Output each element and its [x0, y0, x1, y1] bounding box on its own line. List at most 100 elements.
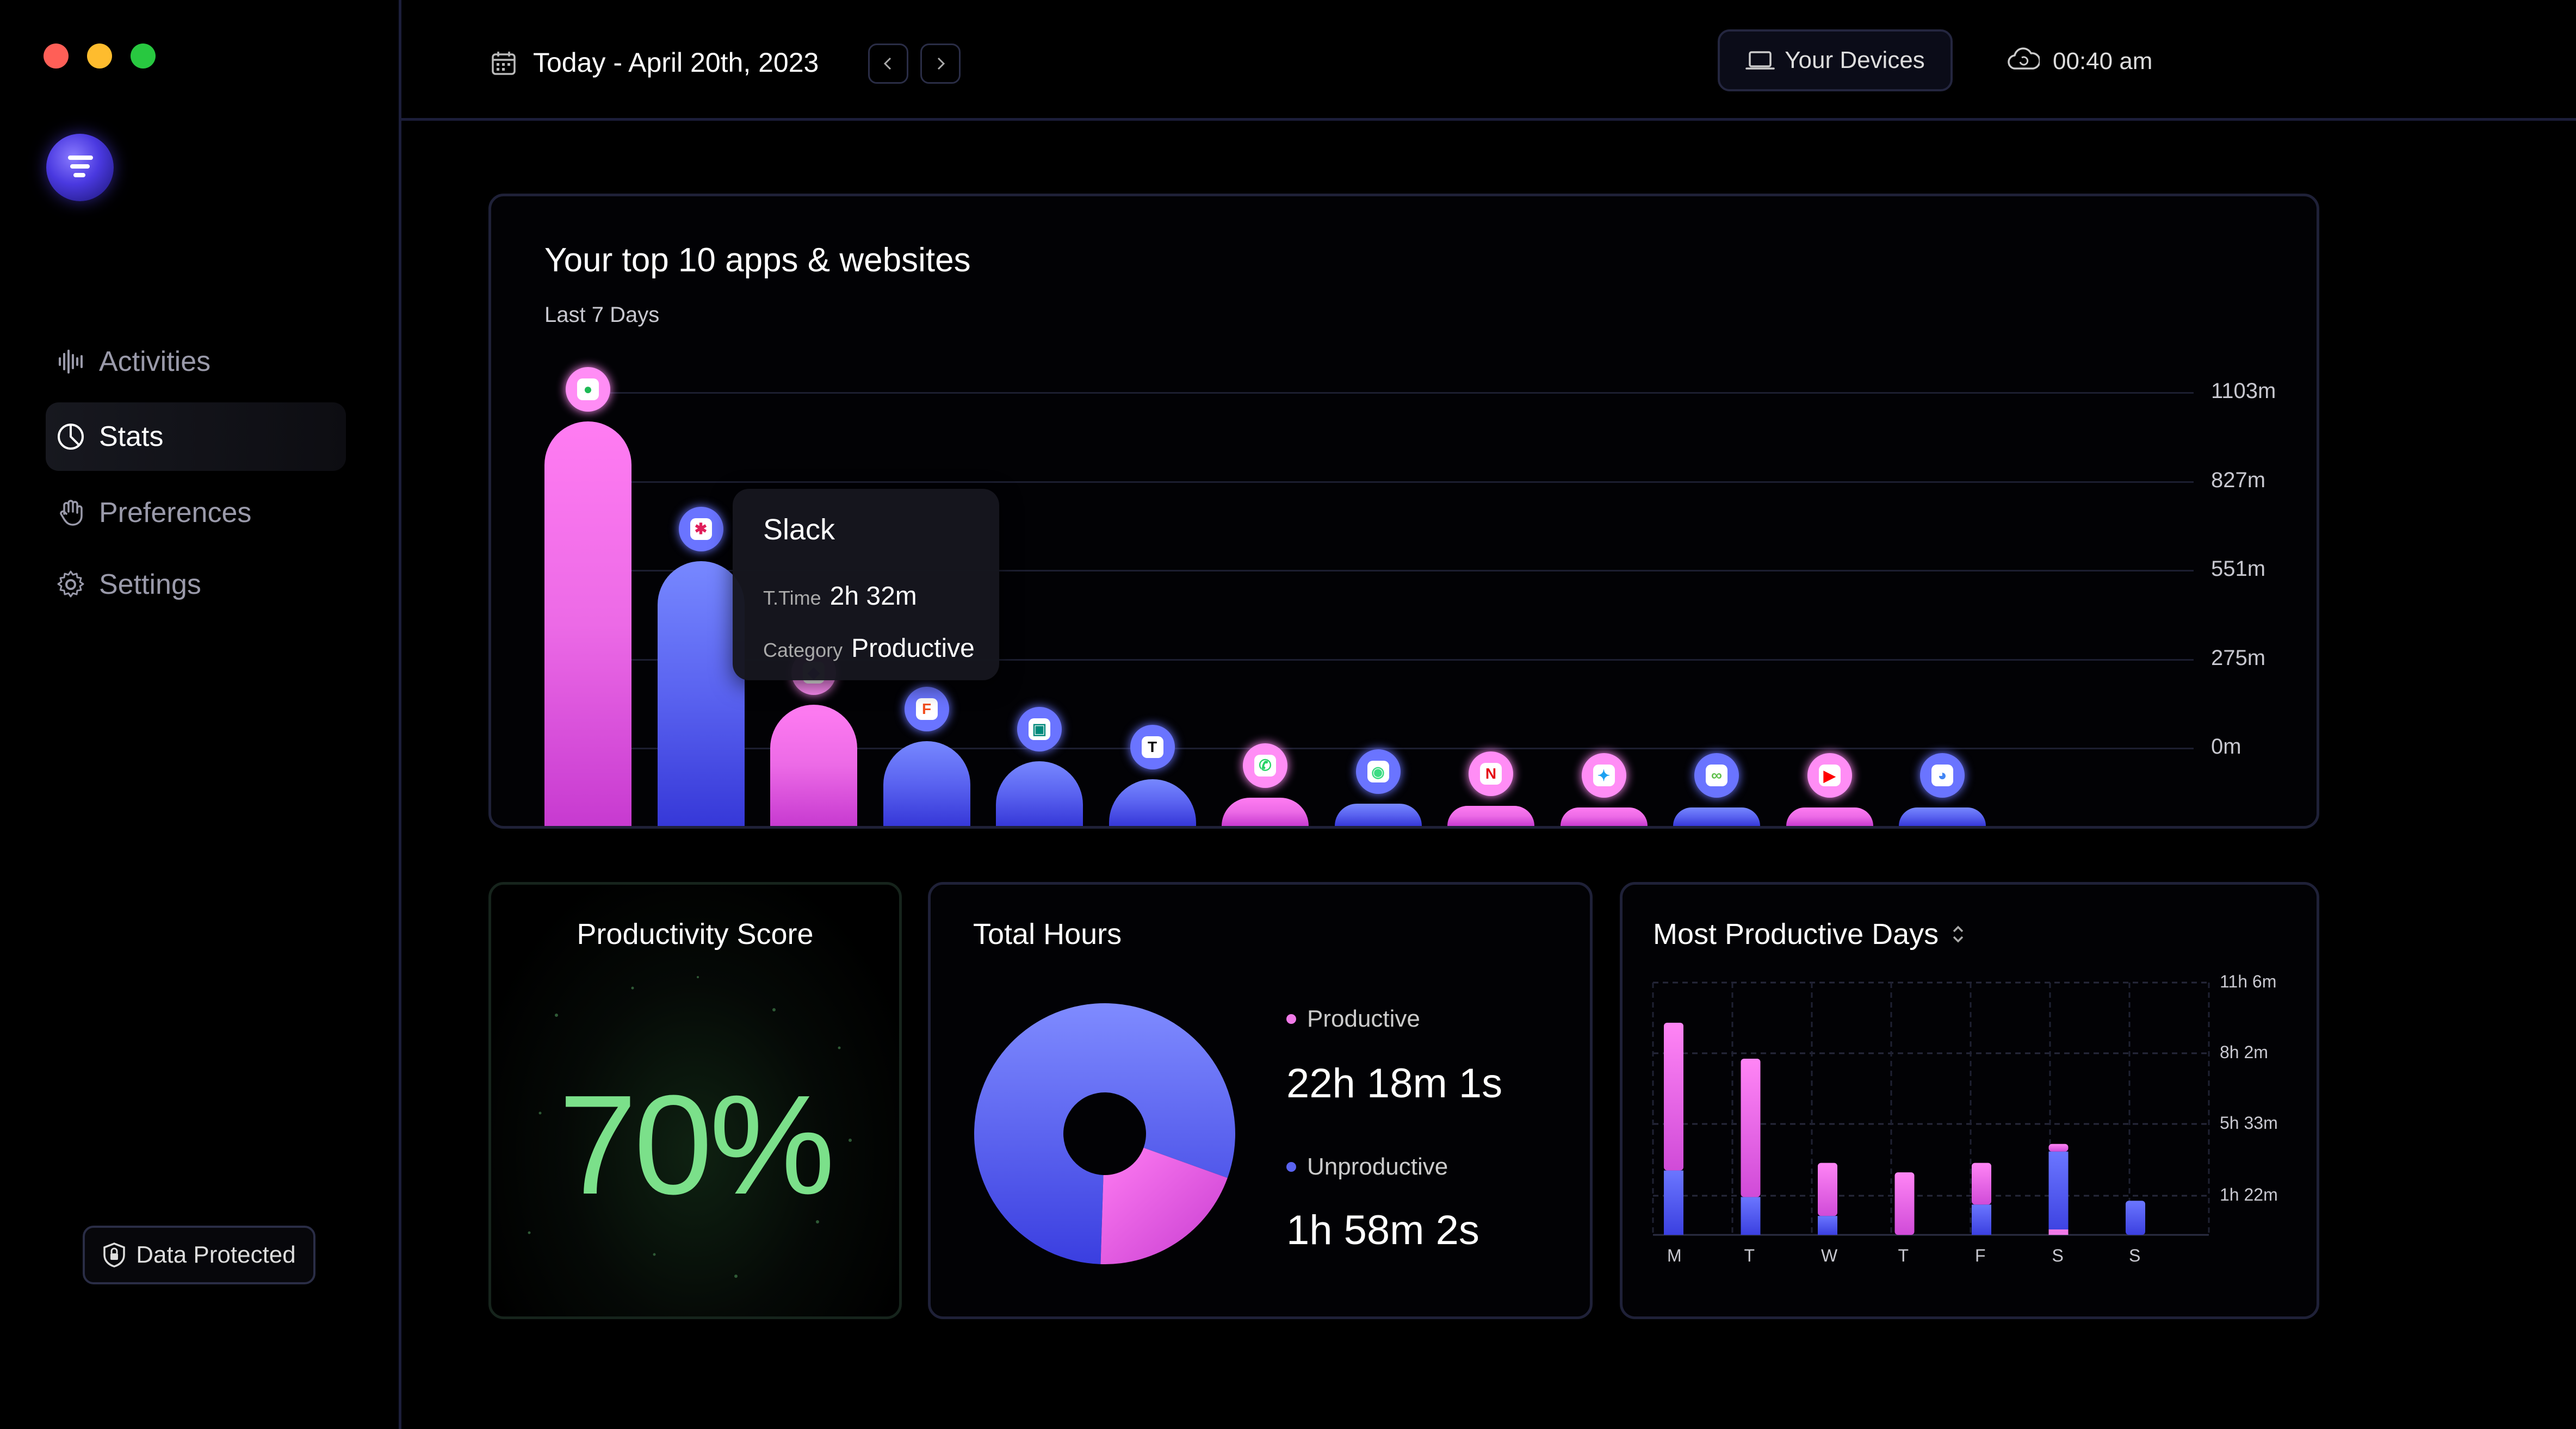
app-bar-figma[interactable] — [883, 741, 970, 826]
day-bar-unproductive[interactable] — [1972, 1204, 1991, 1235]
day-bar-unproductive[interactable] — [1664, 1170, 1683, 1235]
y-tick-label: 551m — [2211, 557, 2266, 581]
waveform-icon — [59, 350, 83, 374]
day-bar-productive[interactable] — [1818, 1163, 1837, 1216]
total-hours-title: Total Hours — [973, 918, 1122, 950]
productivity-score-value: 70% — [558, 1066, 835, 1224]
day-label: M — [1667, 1246, 1682, 1265]
app-bar-youtube[interactable] — [1786, 807, 1873, 826]
day-bar-productive[interactable] — [1972, 1163, 1991, 1205]
day-label: T — [1898, 1246, 1909, 1265]
y-tick-label: 1103m — [2211, 379, 2276, 403]
gridline — [584, 658, 2194, 661]
app-bar-android[interactable] — [1334, 804, 1422, 826]
day-bar-productive[interactable] — [1664, 1022, 1683, 1171]
logo-icon[interactable] — [46, 134, 114, 201]
android-icon[interactable]: ◉ — [1355, 749, 1401, 794]
y-tick-label: 275m — [2211, 645, 2266, 670]
meet-icon[interactable]: ▣ — [1017, 706, 1062, 751]
figma-icon[interactable]: F — [904, 686, 949, 731]
previous-day-button[interactable] — [868, 44, 908, 84]
hand-icon — [60, 500, 83, 526]
minimize-window-button[interactable] — [87, 44, 112, 69]
day-bar-productive[interactable] — [1741, 1059, 1761, 1197]
app-bar-nytimes[interactable] — [1109, 779, 1196, 826]
day-label: S — [2129, 1246, 2141, 1265]
netflix-icon[interactable]: N — [1469, 751, 1513, 796]
your-devices-button[interactable]: Your Devices — [1718, 29, 1953, 91]
app-icon-glyph: N — [1480, 762, 1502, 785]
day-bar-unproductive[interactable] — [2048, 1151, 2069, 1235]
day-label: W — [1821, 1246, 1838, 1265]
productive-days-title: Most Productive Days — [1653, 918, 1939, 950]
calendar-icon — [492, 52, 516, 75]
day-bar-productive[interactable] — [1894, 1172, 1915, 1235]
total-hours-donut — [974, 1003, 1235, 1264]
date-label: Today - April 20th, 2023 — [533, 47, 819, 78]
app-icon-glyph: F — [915, 698, 938, 720]
slack-icon[interactable]: ✱ — [678, 506, 723, 551]
laptop-icon — [1745, 51, 1775, 70]
whatsapp-icon[interactable]: ✆ — [1243, 743, 1287, 788]
sidebar-item-activities[interactable]: Activities — [46, 327, 346, 396]
pie-chart-icon — [58, 424, 84, 450]
day-bar-productive[interactable] — [2048, 1229, 2069, 1235]
days-chart-svg — [1652, 981, 2210, 1236]
day-bar-productive[interactable] — [2048, 1144, 2069, 1152]
donut-segment-productive[interactable] — [974, 1003, 1235, 1264]
app-bar-chrome[interactable] — [1899, 807, 1986, 826]
day-bar-unproductive[interactable] — [1741, 1197, 1761, 1235]
sidebar-item-label: Stats — [99, 421, 164, 452]
app-bar-app-3[interactable] — [770, 704, 857, 826]
data-protected-badge[interactable]: Data Protected — [83, 1226, 315, 1284]
day-label: T — [1744, 1246, 1755, 1265]
maximize-window-button[interactable] — [131, 44, 156, 69]
day-bar-unproductive[interactable] — [1818, 1216, 1837, 1235]
app-icon-glyph: ✆ — [1254, 754, 1276, 776]
donut-segment-unproductive[interactable] — [1100, 1147, 1228, 1264]
productive-days-chart: 11h 6m 8h 2m 5h 33m 1h 22m M T W T F S S — [1623, 885, 2317, 1316]
total-hours-card: Total Hours Productive 22h 18m 1s Unprod… — [928, 882, 1593, 1319]
productivity-score-title: Productivity Score — [577, 918, 814, 950]
y-tick-label: 827m — [2211, 468, 2266, 492]
app-bar-netflix[interactable] — [1447, 805, 1534, 826]
sort-chevrons-icon[interactable] — [1948, 921, 1968, 948]
close-window-button[interactable] — [44, 44, 69, 69]
youtube-icon[interactable]: ▶ — [1807, 753, 1852, 798]
day-bar-unproductive[interactable] — [2126, 1201, 2145, 1235]
nytimes-icon[interactable]: T — [1130, 725, 1175, 770]
twitter-icon[interactable]: ✦ — [1581, 753, 1626, 798]
app-icon-glyph: ✦ — [1593, 765, 1615, 786]
sidebar-item-stats[interactable]: Stats — [46, 402, 346, 471]
app-icon[interactable]: ∞ — [1694, 753, 1739, 798]
app-bar-app-11[interactable] — [1673, 807, 1760, 826]
gridline — [584, 570, 2194, 571]
productive-dot — [1286, 1014, 1296, 1024]
app-bar-spotify[interactable] — [544, 421, 631, 826]
sidebar-item-preferences[interactable]: Preferences — [46, 479, 346, 547]
app-icon-glyph: ◕ — [1931, 765, 1953, 786]
app-bar-slack[interactable] — [657, 561, 745, 826]
spotify-icon[interactable]: ● — [566, 367, 610, 412]
tooltip-category-label: Category — [763, 639, 843, 661]
sidebar: Activities Stats Preferences Settings — [0, 0, 401, 1429]
next-day-button[interactable] — [920, 44, 961, 84]
unproductive-label: Unproductive — [1307, 1153, 1448, 1180]
sidebar-item-settings[interactable]: Settings — [46, 550, 346, 619]
day-label: F — [1975, 1246, 1986, 1265]
app-bar-twitter[interactable] — [1560, 807, 1648, 826]
y-tick-label: 5h 33m — [2220, 1113, 2278, 1133]
productive-label: Productive — [1307, 1005, 1420, 1032]
time-label: 00:40 am — [2053, 48, 2153, 74]
shield-lock-icon — [103, 1242, 125, 1268]
app-icon-glyph: ▶ — [1818, 765, 1841, 786]
app-bar-whatsapp[interactable] — [1222, 797, 1309, 826]
chevron-left-icon — [883, 57, 891, 70]
tooltip-time-value: 2h 32m — [829, 582, 917, 611]
productive-days-card: Most Productive Days 11h 6m 8h 2m 5h 33m 1h… — [1620, 882, 2319, 1319]
chrome-icon[interactable]: ◕ — [1920, 753, 1965, 798]
top-bar: Today - April 20th, 2023 Your Devices 00… — [401, 0, 2576, 121]
app-bar-google-meet[interactable] — [996, 761, 1083, 826]
slack-tooltip: Slack T.Time 2h 32m Category Productive — [733, 489, 999, 680]
